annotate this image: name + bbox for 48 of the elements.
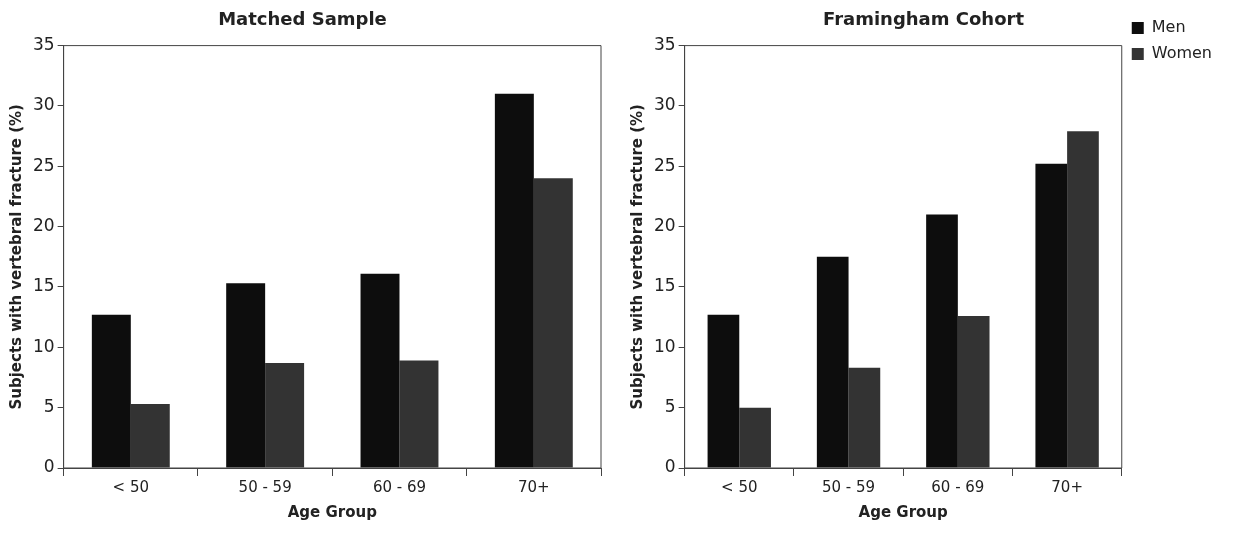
y-tick-label: 25 bbox=[32, 154, 55, 175]
x-tick-label: 60 - 69 bbox=[372, 477, 427, 496]
bar bbox=[130, 404, 170, 468]
bar bbox=[739, 407, 771, 468]
x-tick-label: < 50 bbox=[112, 477, 150, 496]
y-tick-label: 25 bbox=[653, 154, 676, 175]
y-tick-label: 5 bbox=[664, 396, 676, 417]
x-tick-label: < 50 bbox=[721, 477, 758, 496]
x-tick-label: 50 - 59 bbox=[821, 477, 876, 496]
bar bbox=[494, 93, 534, 468]
y-tick-label: 10 bbox=[653, 335, 676, 356]
bar bbox=[848, 367, 881, 468]
y-axis-title: Subjects with vertebral fracture (%) bbox=[6, 104, 25, 410]
y-tick-label: 5 bbox=[43, 396, 55, 417]
x-tick-label: 50 - 59 bbox=[238, 477, 292, 496]
y-tick-label: 15 bbox=[653, 275, 676, 296]
bar bbox=[1035, 163, 1068, 468]
bar bbox=[707, 314, 740, 468]
bar bbox=[816, 256, 849, 468]
bar bbox=[399, 360, 439, 468]
bar bbox=[360, 273, 400, 468]
y-tick-label: 30 bbox=[32, 94, 55, 115]
x-tick-label: 60 - 69 bbox=[931, 477, 985, 496]
legend-label: Men bbox=[1151, 17, 1186, 37]
legend-label: Women bbox=[1151, 43, 1213, 63]
y-tick-label: 20 bbox=[32, 215, 55, 236]
bar bbox=[226, 283, 266, 468]
y-tick-label: 20 bbox=[653, 215, 676, 236]
y-tick-label: 35 bbox=[653, 34, 676, 55]
x-axis-title: Age Group bbox=[858, 502, 949, 521]
bar bbox=[91, 314, 131, 468]
x-tick-label: 70+ bbox=[518, 477, 550, 496]
y-tick-label: 15 bbox=[32, 275, 55, 296]
y-tick-label: 0 bbox=[664, 456, 676, 477]
bar bbox=[1067, 131, 1099, 468]
y-tick-label: 30 bbox=[653, 94, 676, 115]
x-axis-title: Age Group bbox=[287, 502, 378, 521]
y-tick-label: 10 bbox=[32, 335, 55, 356]
y-tick-label: 0 bbox=[43, 456, 55, 477]
bar bbox=[265, 363, 305, 468]
y-tick-label: 35 bbox=[32, 34, 55, 55]
chart-title: Framingham Cohort bbox=[822, 8, 1025, 30]
y-axis-title: Subjects with vertebral fracture (%) bbox=[627, 104, 646, 410]
x-tick-label: 70+ bbox=[1051, 477, 1083, 496]
bar bbox=[926, 214, 958, 468]
chart-title: Matched Sample bbox=[218, 8, 387, 30]
bar bbox=[957, 315, 990, 468]
bar bbox=[533, 178, 573, 468]
